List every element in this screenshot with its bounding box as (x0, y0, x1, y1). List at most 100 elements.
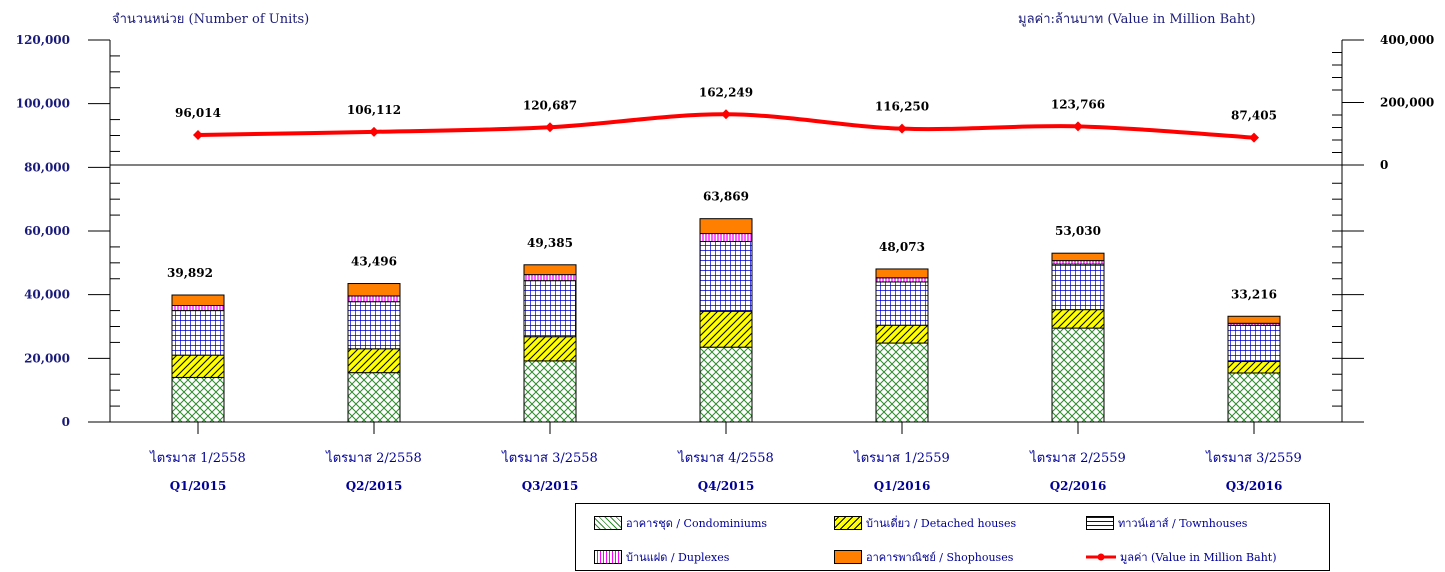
bar-segment-grid (699, 241, 753, 312)
total-label: 33,216 (1231, 287, 1277, 301)
bar-segment-vertical (347, 295, 401, 303)
value-label: 106,112 (347, 103, 401, 117)
bar-segment-grid (875, 281, 929, 326)
bar-segment-vertical (523, 274, 577, 282)
right-tick-label: 400,000 (1380, 33, 1434, 47)
legend-label-shophouses: อาคารพาณิชย์ / Shophouses (866, 551, 1014, 564)
legend-item-detached: บ้านเดี่ยว / Detached houses (834, 514, 1016, 532)
bar-segment-grid (1051, 263, 1105, 311)
category-label-thai: ไตรมาส 3/2558 (501, 450, 598, 466)
category-label-thai: ไตรมาส 3/2559 (1205, 450, 1302, 466)
category-label-thai: ไตรมาส 4/2558 (677, 450, 774, 466)
value-label: 116,250 (875, 100, 929, 114)
bar-segment-diagonal (1227, 361, 1281, 374)
bar-segment-solid (699, 218, 753, 235)
category-label: Q3/2016 (1226, 479, 1283, 493)
left-tick-label: 60,000 (24, 224, 70, 238)
left-tick-label: 80,000 (24, 160, 70, 174)
bar-segment-crosshatch (699, 346, 753, 423)
legend-label-townhouses: ทาวน์เฮาส์ / Townhouses (1118, 517, 1248, 530)
bar-segment-solid (171, 294, 225, 306)
bar-segment-crosshatch (1051, 327, 1105, 423)
bar-segment-crosshatch (1227, 372, 1281, 423)
value-point (721, 109, 731, 120)
legend-item-value: มูลค่า (Value in Million Baht) (1086, 548, 1277, 566)
right-tick-label: 0 (1380, 158, 1388, 172)
bar-segment-vertical (1051, 260, 1105, 265)
total-label: 63,869 (703, 190, 749, 204)
left-tick-label: 0 (62, 415, 70, 429)
legend-item-duplexes: บ้านแฝด / Duplexes (594, 548, 729, 566)
total-label: 49,385 (527, 236, 573, 250)
value-point (193, 129, 203, 140)
bar-segment-diagonal (523, 336, 577, 362)
legend-label-duplexes: บ้านแฝด / Duplexes (626, 551, 730, 564)
bar-segment-solid (875, 268, 929, 279)
value-label: 123,766 (1051, 97, 1105, 111)
labels: 0 20,000 40,000 60,000 80,000 100,000 120,000 0… (16, 33, 1435, 493)
bar-segment-solid (347, 283, 401, 297)
axes (88, 39, 1364, 434)
category-label-thai: ไตรมาส 1/2559 (853, 450, 950, 466)
left-tick-label: 40,000 (24, 288, 70, 302)
category-label: Q1/2016 (874, 479, 931, 493)
legend-item-shophouses: อาคารพาณิชย์ / Shophouses (834, 548, 1013, 566)
value-line (193, 109, 1259, 143)
bars (171, 218, 1281, 423)
bar-segment-vertical (699, 233, 753, 243)
bar-segment-vertical (875, 277, 929, 283)
value-point (897, 123, 907, 134)
bar-segment-diagonal (699, 310, 753, 348)
category-label: Q1/2015 (170, 479, 227, 493)
bar-segment-diagonal (1051, 309, 1105, 329)
category-label: Q4/2015 (698, 479, 755, 493)
bar-segment-solid (1051, 252, 1105, 262)
bar-segment-crosshatch (347, 372, 401, 423)
category-label-thai: ไตรมาส 1/2558 (149, 450, 246, 466)
legend-swatch-duplexes (594, 550, 622, 564)
category-label: Q2/2015 (346, 479, 403, 493)
units-value-chart: 0 20,000 40,000 60,000 80,000 100,000 120,000 0… (16, 33, 1435, 493)
category-label-thai: ไตรมาส 2/2558 (325, 450, 422, 466)
legend-item-townhouses: ทาวน์เฮาส์ / Townhouses (1086, 514, 1247, 532)
left-tick-label: 100,000 (16, 97, 70, 111)
value-label: 87,405 (1231, 109, 1277, 123)
bar-segment-diagonal (875, 324, 929, 344)
legend-swatch-detached (834, 516, 862, 530)
legend-label-detached: บ้านเดี่ยว / Detached houses (866, 517, 1017, 530)
bar-segment-solid (1227, 315, 1281, 324)
value-point (1249, 132, 1259, 143)
bar-segment-grid (347, 301, 401, 350)
category-label-thai: ไตรมาส 2/2559 (1029, 450, 1126, 466)
right-tick-label: 200,000 (1380, 96, 1434, 110)
left-tick-label: 120,000 (16, 33, 70, 47)
value-label: 162,249 (699, 85, 753, 99)
value-label: 120,687 (523, 98, 577, 112)
value-point (545, 122, 555, 133)
total-label: 48,073 (879, 240, 925, 254)
legend-swatch-value (1086, 553, 1116, 561)
bar-segment-solid (523, 264, 577, 276)
value-point (369, 126, 379, 137)
right-axis-title: มูลค่า:ล้านบาท (Value in Million Baht) (1018, 12, 1256, 27)
legend: อาคารชุด / Condominiums บ้านเดี่ยว / Det… (575, 503, 1330, 571)
bar-segment-grid (523, 280, 577, 338)
legend-swatch-condominiums (594, 516, 622, 530)
total-label: 53,030 (1055, 224, 1101, 238)
value-label: 96,014 (175, 106, 221, 120)
category-label: Q3/2015 (522, 479, 579, 493)
left-tick-label: 20,000 (24, 351, 70, 365)
bar-segment-crosshatch (523, 360, 577, 423)
category-label: Q2/2016 (1050, 479, 1107, 493)
bar-segment-grid (171, 310, 225, 356)
legend-item-condominiums: อาคารชุด / Condominiums (594, 514, 767, 532)
legend-swatch-shophouses (834, 550, 862, 564)
bar-segment-crosshatch (171, 376, 225, 423)
total-label: 43,496 (351, 255, 397, 269)
value-point (1073, 121, 1083, 132)
bar-segment-crosshatch (875, 342, 929, 423)
bar-segment-diagonal (171, 354, 225, 378)
legend-swatch-townhouses (1086, 516, 1114, 530)
legend-label-value: มูลค่า (Value in Million Baht) (1120, 551, 1277, 564)
bar-segment-grid (1227, 324, 1281, 363)
